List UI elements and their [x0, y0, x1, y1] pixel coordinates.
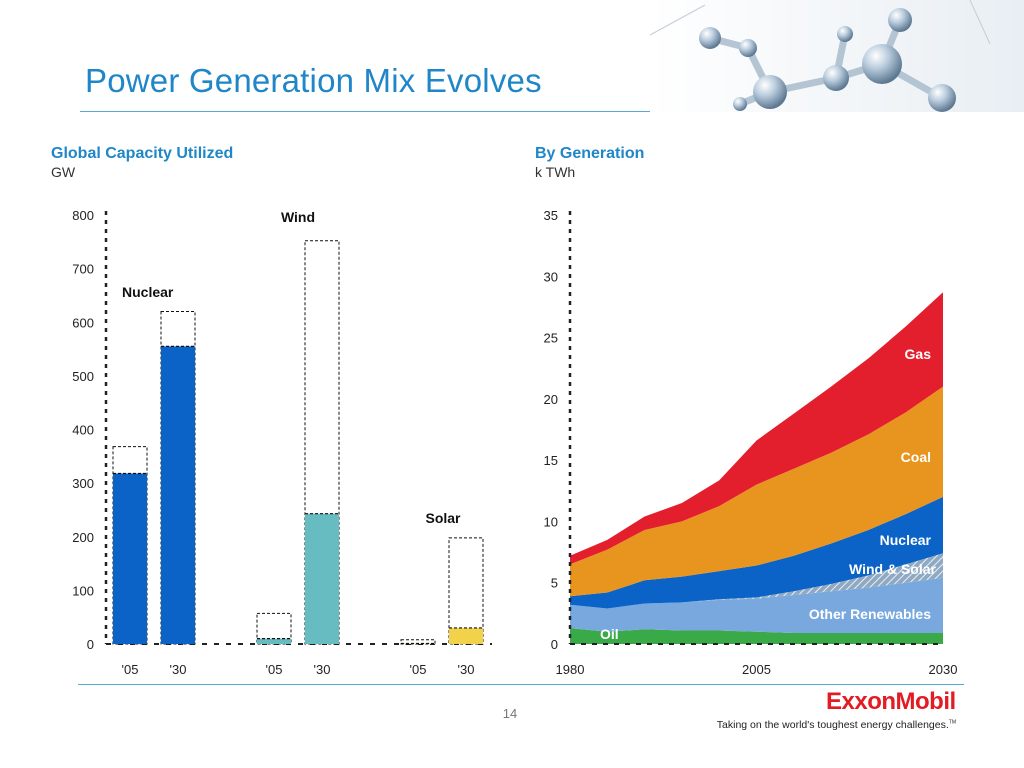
utilized-bar: [161, 346, 195, 644]
y-tick-label: 35: [544, 208, 558, 223]
area-series: [570, 292, 943, 565]
left-chart-title: Global Capacity Utilized: [51, 145, 234, 162]
tagline-text: Taking on the world's toughest energy ch…: [716, 719, 949, 731]
series-label: Coal: [901, 449, 931, 465]
y-tick-label: 30: [544, 269, 558, 284]
left-chart-unit: GW: [51, 164, 76, 180]
exxonmobil-logo: ExxonMobil: [826, 688, 956, 715]
y-tick-label: 600: [72, 315, 94, 330]
y-tick-label: 0: [87, 637, 94, 652]
x-tick-label: 2005: [742, 662, 771, 677]
x-tick-label: 2030: [929, 662, 958, 677]
x-tick-label: '05: [410, 662, 427, 677]
utilized-bar: [113, 473, 147, 644]
slide-title: Power Generation Mix Evolves: [85, 62, 542, 99]
y-tick-label: 300: [72, 476, 94, 491]
right-chart-unit: k TWh: [535, 164, 576, 180]
x-tick-label: 1980: [556, 662, 585, 677]
tagline: Taking on the world's toughest energy ch…: [694, 719, 956, 731]
x-tick-label: '05: [122, 662, 139, 677]
bar-group-label: Solar: [425, 510, 461, 526]
series-label: Other Renewables: [809, 606, 931, 622]
series-label: Oil: [600, 626, 619, 642]
area-series: [570, 386, 943, 597]
area-series: [570, 628, 943, 644]
y-tick-label: 5: [551, 576, 558, 591]
y-tick-label: 15: [544, 453, 558, 468]
utilized-bar: [449, 627, 483, 644]
bar-group-label: Wind: [281, 209, 315, 225]
area-series: [570, 577, 943, 633]
series-label: Nuclear: [880, 532, 932, 548]
y-tick-label: 0: [551, 637, 558, 652]
capacity-bar-chart: 0 100 200 300 400 500 600 700 800 '05 '30 '05 '30 '05…: [72, 208, 492, 677]
y-tick-label: 200: [72, 530, 94, 545]
molecule-image: [649, 0, 1024, 112]
y-tick-label: 800: [72, 208, 94, 223]
y-tick-label: 500: [72, 369, 94, 384]
y-tick-label: 400: [72, 423, 94, 438]
right-chart-title: By Generation: [535, 145, 645, 162]
generation-area-chart: 0 5 10 15 20 25 30 35 1980 2005 2030 Oil Other Renew…: [544, 208, 958, 677]
y-tick-label: 100: [72, 583, 94, 598]
title-divider: [80, 111, 992, 112]
footer-divider: [78, 684, 964, 685]
trademark-mark: TM: [948, 719, 956, 726]
bar-group-label: Nuclear: [122, 284, 174, 300]
series-label: Wind & Solar: [849, 561, 937, 577]
charts-canvas: 0100200300400500600700800'05'30'05'30'05…: [72, 208, 958, 677]
utilized-bar: [305, 513, 339, 644]
y-tick-label: 10: [544, 514, 558, 529]
page-number: 14: [502, 706, 518, 721]
x-tick-label: '05: [266, 662, 283, 677]
y-tick-label: 20: [544, 392, 558, 407]
x-tick-label: '30: [458, 662, 475, 677]
x-tick-label: '30: [314, 662, 331, 677]
area-series: [570, 496, 943, 609]
series-label: Gas: [905, 346, 932, 362]
x-tick-label: '30: [170, 662, 187, 677]
y-tick-label: 25: [544, 331, 558, 346]
y-tick-label: 700: [72, 262, 94, 277]
utilized-bar: [257, 638, 291, 644]
